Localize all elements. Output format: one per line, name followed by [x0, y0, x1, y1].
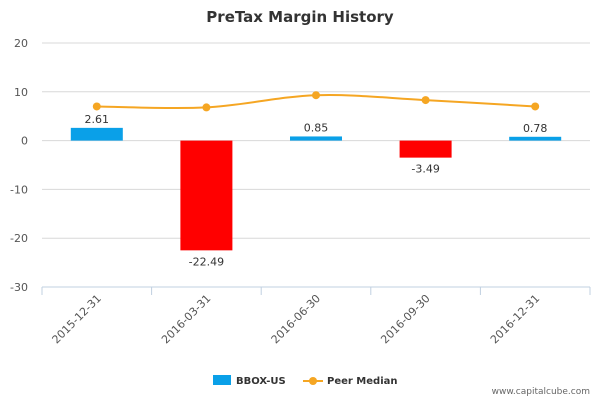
- chart-grid: [42, 42, 590, 288]
- y-tick-label: 10: [14, 86, 28, 99]
- y-axis: 20 10 0 -10 -20 -30: [10, 37, 28, 294]
- y-tick-label: -30: [10, 281, 28, 294]
- x-tick-label: 2016-09-30: [378, 292, 432, 346]
- chart-title: PreTax Margin History: [206, 8, 394, 26]
- x-tick-label: 2016-12-31: [488, 292, 542, 346]
- x-tick-label: 2016-03-31: [159, 292, 213, 346]
- bar: [70, 127, 123, 141]
- bar-value-label: -3.49: [411, 163, 439, 176]
- y-tick-label: 0: [21, 135, 28, 148]
- y-tick-label: 20: [14, 37, 28, 50]
- bar-value-label: 0.78: [523, 122, 548, 135]
- y-tick-label: -10: [10, 183, 28, 196]
- peer-median-point: [531, 102, 540, 111]
- x-tick-label: 2016-06-30: [269, 292, 323, 346]
- peer-median-point: [421, 96, 430, 105]
- legend: BBOX-US Peer Median: [213, 375, 398, 387]
- legend-label-bbox-us: BBOX-US: [236, 376, 286, 387]
- x-axis: 2015-12-31 2016-03-31 2016-06-30 2016-09-30…: [41, 286, 591, 346]
- watermark: www.capitalcube.com: [492, 387, 590, 397]
- legend-swatch-peer-median-marker: [309, 377, 317, 385]
- bar-value-label: -22.49: [189, 255, 224, 268]
- bar: [180, 140, 233, 251]
- bar: [290, 136, 342, 141]
- peer-median-point: [92, 102, 101, 111]
- bar: [399, 140, 452, 158]
- peer-median-point: [202, 103, 211, 112]
- bar: [509, 136, 562, 141]
- y-tick-label: -20: [10, 232, 28, 245]
- peer-median-series: [92, 91, 540, 112]
- legend-swatch-bbox-us: [213, 375, 231, 385]
- bar-data-labels: 2.61 -22.49 0.85 -3.49 0.78: [85, 113, 548, 268]
- legend-label-peer-median: Peer Median: [327, 376, 398, 387]
- x-tick-label: 2015-12-31: [50, 292, 104, 346]
- bar-series: [70, 127, 562, 251]
- bar-value-label: 0.85: [304, 121, 329, 134]
- bar-value-label: 2.61: [85, 113, 110, 126]
- peer-median-point: [312, 91, 320, 100]
